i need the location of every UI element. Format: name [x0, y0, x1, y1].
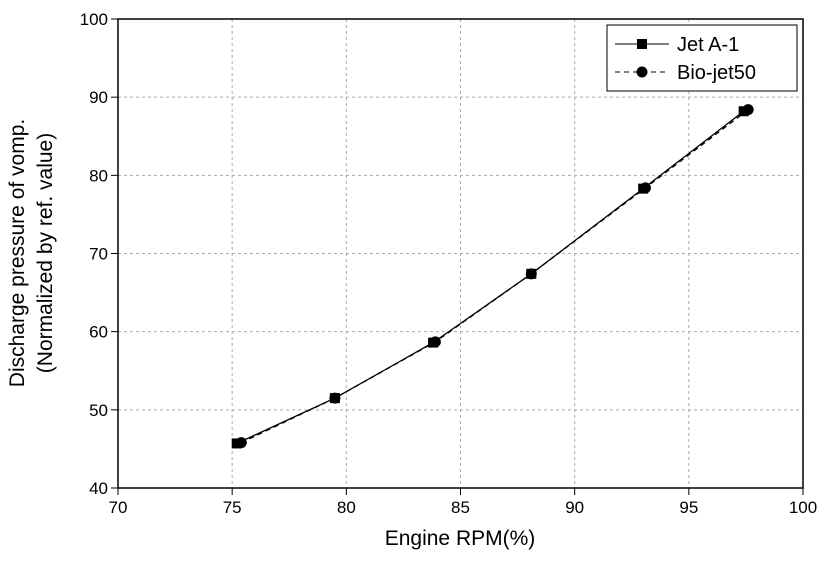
- marker: [525, 268, 537, 280]
- x-tick-label: 80: [337, 498, 356, 517]
- x-axis-label: Engine RPM(%): [385, 527, 536, 550]
- x-tick-label: 95: [679, 498, 698, 517]
- legend-box: [606, 24, 798, 92]
- marker: [742, 104, 754, 116]
- y-tick-label: 60: [89, 323, 108, 342]
- y-tick-label: 80: [89, 166, 108, 185]
- y-tick-label: 70: [89, 245, 108, 264]
- legend-label: Jet A-1: [677, 34, 739, 56]
- legend-label: Bio-jet50: [677, 62, 756, 84]
- y-axis-label: (Normalized by ref. value): [34, 133, 57, 373]
- x-tick-label: 85: [451, 498, 470, 517]
- x-tick-label: 70: [109, 498, 128, 517]
- x-tick-label: 75: [223, 498, 242, 517]
- x-tick-label: 100: [789, 498, 817, 517]
- plot-frame: [117, 18, 804, 489]
- y-tick-label: 90: [89, 88, 108, 107]
- marker: [637, 39, 647, 49]
- marker: [639, 182, 651, 194]
- marker: [429, 336, 441, 348]
- y-tick-label: 40: [89, 479, 108, 498]
- marker: [235, 437, 247, 449]
- y-tick-label: 100: [80, 10, 108, 29]
- marker: [329, 392, 341, 404]
- x-tick-label: 90: [565, 498, 584, 517]
- y-tick-label: 50: [89, 401, 108, 420]
- marker: [636, 66, 648, 78]
- y-axis-label: Discharge pressure of vomp.: [6, 119, 29, 387]
